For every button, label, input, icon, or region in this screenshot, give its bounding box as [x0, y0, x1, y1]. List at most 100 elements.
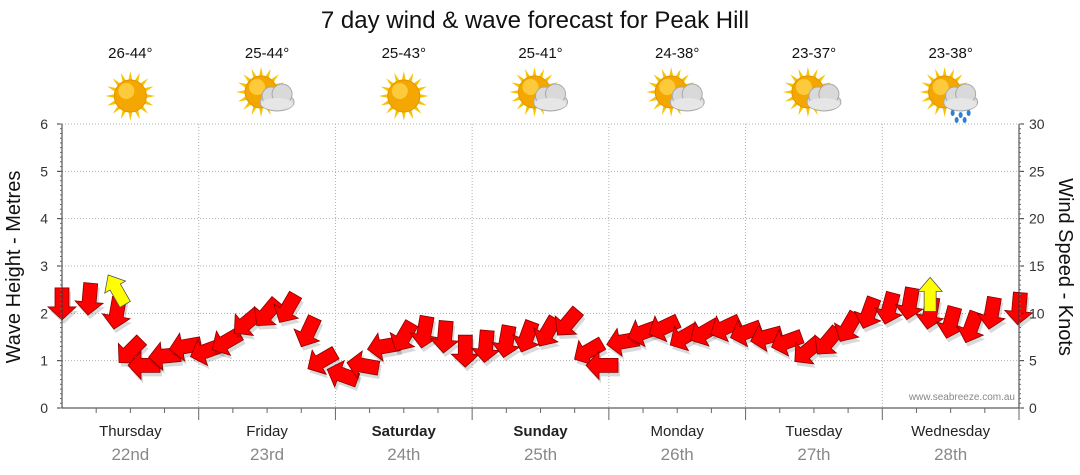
day-name: Wednesday — [911, 423, 990, 440]
sun-ray — [413, 78, 422, 87]
sun-ray — [538, 68, 545, 79]
left-tick-label: 2 — [40, 305, 48, 321]
sun-ray — [128, 71, 133, 81]
cloud-fill — [671, 98, 704, 110]
sun-ray — [408, 109, 414, 120]
right-tick-label: 15 — [1029, 258, 1045, 274]
day-name: Friday — [246, 423, 288, 440]
day-name: Sunday — [513, 423, 568, 440]
day-date: 26th — [661, 445, 694, 464]
left-tick-label: 6 — [40, 116, 48, 132]
axes: 0 1 2 3 4 5 6 0 5 10 15 20 25 30 — [40, 116, 1045, 420]
sun-highlight — [659, 79, 676, 95]
sun-ray — [259, 107, 263, 117]
sun-ray — [120, 109, 127, 120]
wind-arrow — [533, 314, 562, 347]
sun-ray — [265, 68, 271, 79]
sun-ray — [380, 100, 390, 106]
cloud-fill — [534, 98, 567, 110]
sun-ray — [806, 67, 810, 77]
sun-highlight — [249, 79, 266, 95]
sun-highlight — [795, 79, 812, 95]
sun-ray — [237, 82, 248, 88]
wind-arrow — [450, 334, 481, 368]
sun-rays — [378, 71, 429, 121]
cloud-fill — [261, 98, 294, 110]
day-name: Tuesday — [785, 423, 842, 440]
day-name: Saturday — [372, 423, 437, 440]
wind-arrows — [46, 282, 1035, 391]
sun-ray — [417, 86, 427, 92]
wind-arrow — [873, 290, 903, 325]
cloud-shape — [533, 83, 568, 112]
wind-arrow — [956, 309, 985, 344]
wind-arrow — [585, 350, 619, 381]
sun-ray — [386, 105, 394, 114]
day-temperature: 24-38° — [655, 45, 699, 62]
sun-ray — [516, 74, 525, 83]
partly-cloudy-icon — [236, 67, 295, 117]
sun-ray — [669, 67, 674, 77]
sun-ray — [394, 109, 400, 120]
wind-arrow — [211, 327, 244, 357]
showers-icon — [919, 67, 979, 123]
day-headers: 26-44° 25-44° 25-43° 25-41° 24-38° 23-37° 23-3… — [105, 45, 979, 123]
sun-ray — [144, 86, 154, 92]
cloud-shape — [259, 83, 295, 112]
wave-arrow — [104, 274, 131, 308]
day-temperature: 26-44° — [108, 45, 152, 62]
sun-highlight — [522, 79, 539, 95]
sun-ray — [669, 107, 674, 117]
right-tick-label: 25 — [1029, 163, 1045, 179]
right-tick-label: 5 — [1029, 353, 1037, 369]
sun-ray — [790, 74, 799, 83]
watermark: www.seabreeze.com.au — [908, 392, 1015, 403]
wind-arrow — [491, 324, 521, 359]
sun-ray — [140, 105, 149, 114]
sun-ray — [790, 101, 799, 110]
sun-ray — [935, 68, 941, 79]
left-tick-label: 1 — [40, 353, 48, 369]
sun-ray — [942, 67, 947, 77]
sun-ray — [921, 82, 931, 88]
right-axis-title: Wind Speed - Knots — [1054, 178, 1076, 356]
sun-ray — [380, 86, 390, 92]
sun-ray — [134, 109, 140, 120]
sun-ray — [112, 105, 121, 114]
cloud-shape — [806, 83, 842, 112]
wind-arrow — [470, 329, 501, 363]
sun-ray — [681, 74, 689, 83]
day-temperature: 25-44° — [245, 45, 289, 62]
sun-ray — [653, 101, 662, 110]
wind-arrow — [648, 313, 682, 343]
sun-rays — [105, 71, 156, 121]
sun-ray — [935, 105, 941, 116]
sun-ray — [112, 78, 121, 87]
wind-arrow — [710, 313, 744, 343]
sun-ray — [270, 74, 279, 83]
partly-cloudy-icon — [782, 67, 842, 117]
sun-ray — [105, 94, 115, 98]
wind-arrow — [511, 319, 541, 353]
wind-arrow — [409, 314, 439, 349]
wind-arrow — [976, 295, 1006, 330]
cloud-fill — [807, 98, 840, 110]
sun-ray — [798, 68, 804, 79]
partly-cloudy-icon — [646, 67, 705, 117]
right-tick-label: 20 — [1029, 211, 1045, 227]
sun-ray — [948, 68, 955, 79]
sun-ray — [653, 74, 662, 83]
wind-arrow — [554, 305, 585, 336]
wind-arrow — [293, 314, 322, 348]
day-date: 25th — [524, 445, 557, 464]
wind-arrow — [833, 309, 863, 342]
sun-ray — [144, 100, 154, 106]
sun-ray — [386, 78, 394, 87]
sun-ray — [378, 94, 388, 98]
sun-ray — [661, 105, 667, 116]
wind-arrow — [273, 290, 303, 323]
sun-ray — [511, 96, 521, 102]
wind-arrow — [429, 320, 460, 354]
right-tick-label: 10 — [1029, 305, 1045, 321]
